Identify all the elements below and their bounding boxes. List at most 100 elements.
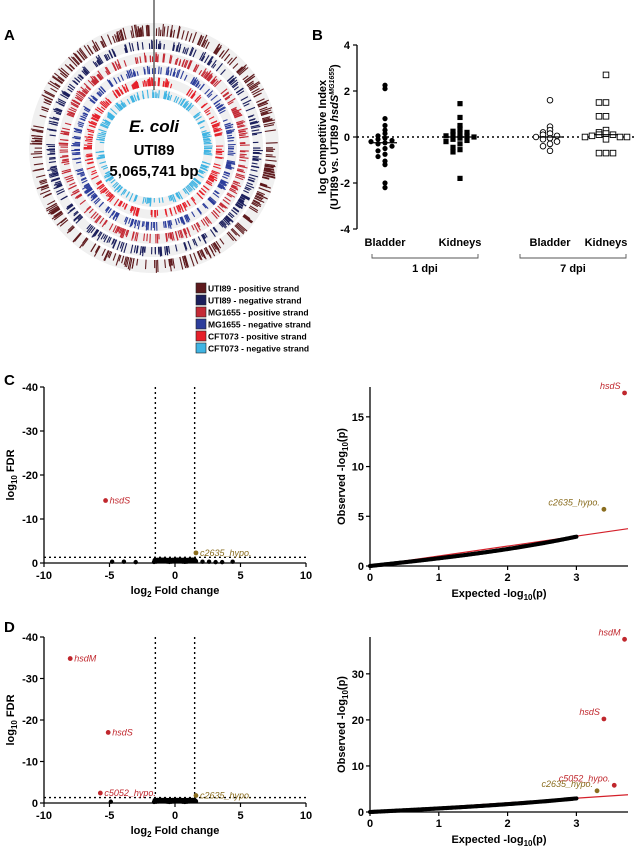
gene-tick [241, 193, 251, 199]
gene-tick [256, 98, 265, 104]
gene-tick [96, 181, 103, 186]
gene-tick [119, 241, 124, 249]
gene-tick [117, 63, 121, 70]
gene-tick [115, 184, 121, 191]
gene-tick [228, 56, 238, 66]
gene-tick [242, 215, 252, 224]
gene-tick [232, 83, 239, 89]
gene-tick [262, 119, 276, 124]
x-tick-label: 2 [505, 818, 511, 830]
gene-tick [198, 35, 205, 46]
gene-tick [194, 96, 199, 102]
gene-tick [180, 229, 184, 238]
gene-tick [87, 225, 94, 234]
gene-tick [237, 200, 244, 205]
gene-tick [164, 246, 167, 256]
gene-tick [136, 71, 139, 76]
x-tick-label: 1 [436, 818, 442, 830]
gene-tick [262, 117, 270, 121]
gene-tick [78, 125, 84, 128]
gene-tick [251, 129, 260, 132]
gene-tick [165, 79, 169, 88]
gene-tick [72, 157, 81, 160]
x-tick-label: -10 [36, 570, 52, 582]
gene-tick [68, 111, 75, 116]
y-axis-title-line2: (UTI89 vs. UTI89 hsdSMG1655) [329, 64, 341, 210]
data-point [602, 149, 610, 157]
gene-tick [205, 73, 212, 81]
gene-point [121, 559, 127, 564]
gene-tick [136, 95, 140, 101]
gene-tick [193, 178, 200, 184]
gene-tick [218, 222, 224, 228]
gene-tick [47, 200, 56, 206]
gene-tick [99, 201, 104, 207]
gene-tick [236, 122, 243, 126]
gene-label: c2635_hypo. [541, 779, 593, 789]
gene-tick [260, 112, 270, 116]
gene-tick [36, 184, 49, 190]
gene-tick [66, 113, 74, 118]
gene-tick [181, 30, 185, 40]
gene-tick [256, 190, 266, 196]
gene-tick [140, 27, 143, 37]
gene-tick [192, 64, 198, 72]
gene-tick [80, 174, 86, 177]
gene-tick [144, 197, 147, 203]
gene-tick [116, 102, 123, 110]
gene-tick [173, 71, 176, 77]
gene-tick [124, 203, 128, 210]
y-axis-title: Observed -log10(p) [336, 428, 350, 525]
gene-tick [163, 91, 166, 100]
gene-tick [68, 56, 78, 67]
gene-tick [116, 185, 122, 191]
gene-tick [86, 44, 94, 55]
gene-tick [263, 124, 275, 128]
gene-tick [86, 205, 91, 211]
gene-tick [124, 44, 128, 53]
gene-tick [183, 48, 187, 54]
gene-tick [53, 210, 62, 217]
gene-tick [200, 34, 208, 47]
gene-tick [227, 213, 234, 219]
gene-tick [116, 212, 120, 218]
gene-tick [237, 67, 246, 75]
gene-tick [93, 115, 100, 120]
gene-tick [83, 89, 88, 94]
gene-tick [148, 197, 151, 204]
gene-tick [179, 204, 184, 213]
gene-tick [199, 52, 205, 61]
gene-tick [253, 199, 261, 204]
gene-tick [129, 68, 134, 78]
gene-tick [188, 89, 194, 97]
gene-tick [184, 102, 189, 109]
gene-tick [218, 107, 226, 113]
gene-tick [30, 152, 43, 155]
gene-tick [224, 196, 231, 202]
gene-tick [211, 169, 220, 175]
gene-tick [219, 181, 228, 186]
gene-tick [94, 198, 101, 205]
gene-tick [252, 156, 258, 158]
gene-tick [81, 70, 87, 76]
gene-tick [193, 223, 199, 233]
gene-tick [176, 25, 181, 39]
gene-tick [68, 184, 77, 190]
gene-tick [208, 197, 216, 205]
gene-tick [252, 159, 259, 162]
gene-tick [81, 179, 88, 184]
gene-tick [193, 112, 199, 118]
gene-tick [210, 243, 217, 253]
gene-tick [122, 202, 126, 208]
gene-tick [101, 103, 107, 109]
gene-tick [87, 133, 94, 136]
gene-tick [72, 137, 81, 140]
gene-tick [220, 179, 229, 184]
gene-tick [169, 29, 172, 38]
gene-tick [73, 214, 82, 222]
gene-tick [226, 162, 232, 165]
gene-label: c2635_hypo. [200, 791, 252, 801]
gene-tick [49, 166, 57, 169]
gene-tick [132, 83, 136, 90]
